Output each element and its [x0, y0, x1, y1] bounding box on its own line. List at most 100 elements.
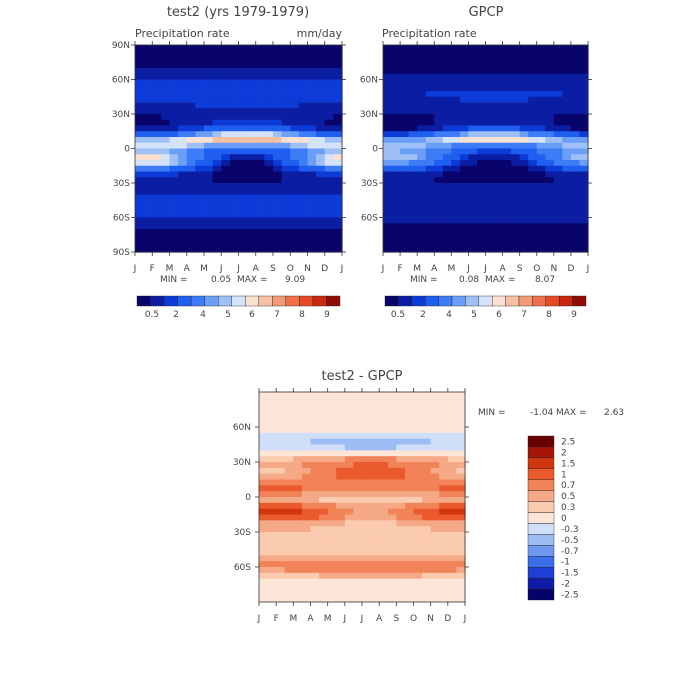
heatmap-cell: [264, 50, 274, 58]
heatmap-cell: [301, 409, 312, 416]
heatmap-cell: [310, 497, 320, 504]
heatmap-cell: [143, 85, 153, 92]
heatmap-cell: [422, 526, 432, 533]
heatmap-cell: [417, 108, 427, 115]
heatmap-cell: [404, 514, 415, 521]
heatmap-cell: [152, 234, 162, 242]
heatmap-cell: [417, 45, 427, 52]
heatmap-cell: [307, 148, 317, 155]
heatmap-cell: [387, 403, 397, 411]
heatmap-cell: [255, 217, 265, 224]
x-tick-label: A: [184, 264, 191, 274]
heatmap-cell: [528, 194, 538, 201]
heatmap-cell: [396, 392, 406, 399]
heatmap-cell: [502, 211, 512, 219]
heatmap-cell: [447, 491, 458, 498]
heatmap-cell: [417, 79, 427, 86]
heatmap-cell: [502, 154, 512, 161]
heatmap-cell: [152, 206, 162, 213]
heatmap-cell: [264, 206, 274, 213]
heatmap-cell: [370, 462, 380, 469]
heatmap-cell: [422, 543, 432, 551]
heatmap-cell: [264, 56, 274, 63]
heatmap-cell: [169, 223, 179, 230]
heatmap-cell: [476, 160, 487, 167]
heatmap-cell: [327, 537, 337, 545]
heatmap-cell: [301, 543, 312, 551]
heatmap-cell: [264, 85, 274, 92]
heatmap-cell: [408, 154, 418, 161]
heatmap-cell: [273, 108, 283, 115]
heatmap-cell: [570, 165, 581, 173]
heatmap-cell: [276, 467, 286, 475]
heatmap-cell: [391, 194, 401, 201]
heatmap-cell: [404, 502, 415, 510]
heatmap-cell: [447, 590, 458, 597]
heatmap-cell: [391, 165, 401, 173]
heatmap-cell: [307, 96, 317, 104]
heatmap-cell: [545, 79, 555, 86]
heatmap-cell: [362, 561, 372, 568]
heatmap-cell: [425, 137, 435, 144]
heatmap-cell: [336, 467, 346, 475]
heatmap-cell: [324, 154, 334, 161]
heatmap-cell: [336, 415, 346, 422]
heatmap-cell: [319, 491, 329, 498]
heatmap-cell: [229, 68, 240, 75]
heatmap-cell: [579, 131, 589, 138]
heatmap-cell: [362, 584, 372, 591]
heatmap-cell: [562, 45, 572, 52]
heatmap-plot: [134, 44, 343, 253]
heatmap-cell: [362, 409, 372, 416]
heatmap-cell: [284, 537, 294, 545]
heatmap-cell: [160, 131, 171, 138]
heatmap-cell: [387, 432, 397, 440]
heatmap-cell: [439, 456, 449, 463]
heatmap-cell: [447, 427, 458, 434]
heatmap-cell: [276, 578, 286, 586]
x-tick-label: J: [257, 614, 261, 624]
heatmap-cell: [267, 520, 277, 527]
x-tick-label: O: [410, 614, 417, 624]
heatmap-cell: [468, 62, 478, 69]
heatmap-cell: [400, 68, 410, 75]
heatmap-cell: [545, 50, 555, 58]
heatmap-cell: [528, 246, 538, 253]
heatmap-cell: [417, 102, 427, 109]
heatmap-cell: [362, 578, 372, 586]
heatmap-cell: [408, 148, 418, 155]
heatmap-cell: [135, 200, 145, 207]
heatmap-cell: [485, 177, 495, 184]
heatmap-cell: [281, 223, 291, 230]
heatmap-cell: [570, 171, 581, 178]
heatmap-cell: [553, 246, 563, 253]
heatmap-cell: [212, 217, 222, 224]
heatmap-cell: [290, 79, 300, 86]
heatmap-cell: [178, 171, 188, 178]
heatmap-cell: [442, 223, 452, 230]
heatmap-cell: [379, 590, 389, 597]
heatmap-cell: [195, 96, 205, 104]
y-tick-label: 30N: [360, 110, 378, 120]
heatmap-cell: [456, 473, 466, 481]
heatmap-cell: [570, 91, 581, 98]
heatmap-cell: [307, 131, 317, 138]
heatmap-cell: [459, 246, 470, 253]
heatmap-cell: [447, 584, 458, 591]
heatmap-cell: [336, 473, 346, 481]
heatmap-cell: [442, 79, 452, 86]
heatmap-cell: [316, 91, 326, 98]
heatmap-cell: [336, 456, 346, 463]
heatmap-cell: [284, 532, 294, 539]
heatmap-cell: [324, 142, 334, 150]
heatmap-cell: [570, 234, 581, 242]
heatmap-cell: [319, 444, 329, 451]
heatmap-cell: [528, 183, 538, 190]
heatmap-cell: [379, 438, 389, 446]
heatmap-cell: [221, 229, 231, 236]
heatmap-cell: [284, 567, 294, 574]
heatmap-cell: [273, 148, 283, 155]
heatmap-cell: [494, 223, 504, 230]
heatmap-cell: [545, 68, 555, 75]
heatmap-cell: [281, 73, 291, 81]
